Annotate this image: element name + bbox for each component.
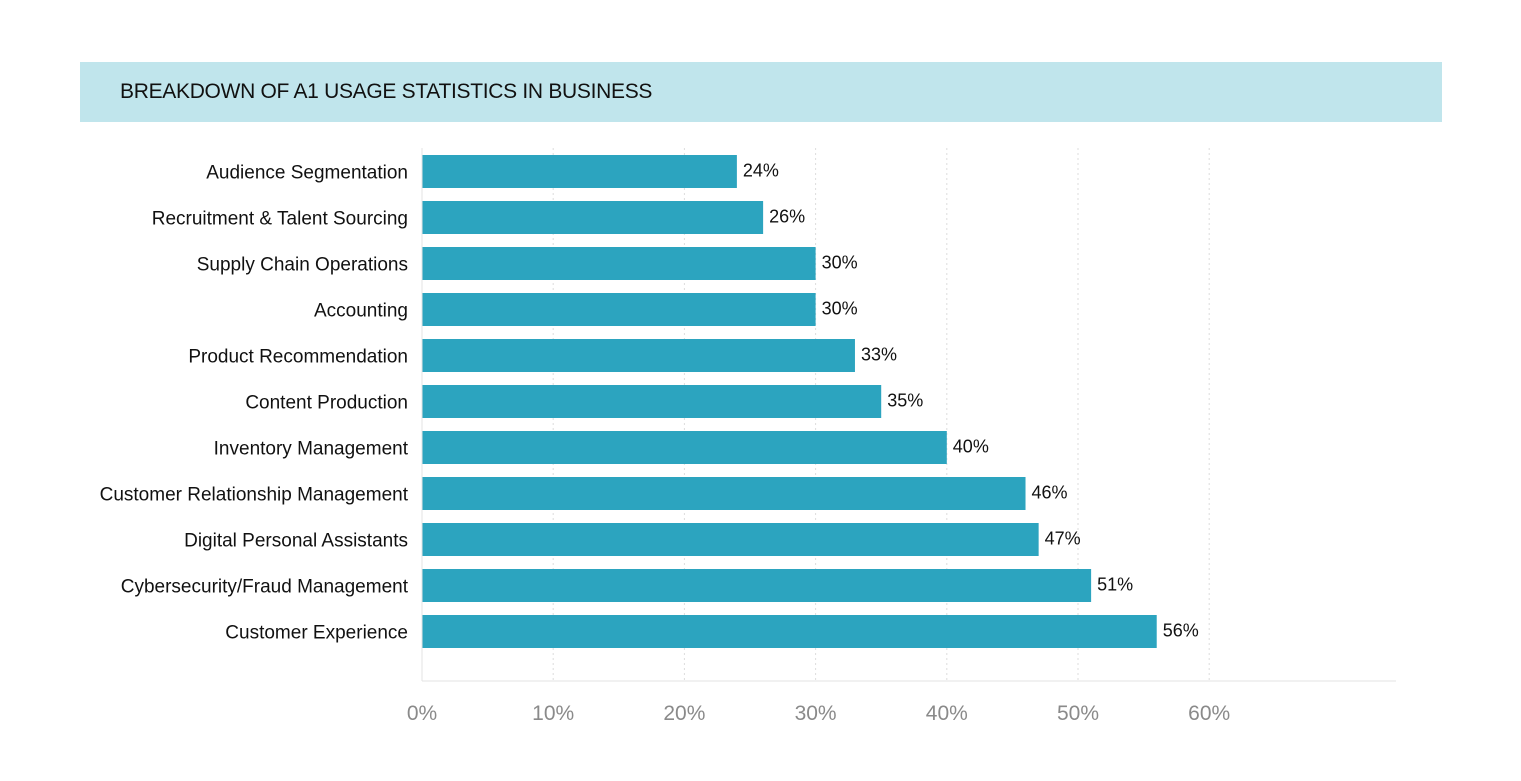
category-label: Recruitment & Talent Sourcing [152,209,408,230]
category-label: Cybersecurity/Fraud Management [121,577,409,598]
x-tick-label: 0% [407,702,437,725]
value-label: 26% [769,207,805,227]
x-tick-label: 20% [663,702,705,725]
value-label: 47% [1045,529,1081,549]
category-label: Audience Segmentation [206,163,408,184]
bar [422,385,882,418]
bar [422,431,947,464]
value-label: 30% [822,299,858,319]
x-tick-label: 40% [926,702,968,725]
value-label: 46% [1032,483,1068,503]
bar [422,339,855,372]
chart-title-banner: BREAKDOWN OF A1 USAGE STATISTICS IN BUSI… [80,62,1442,122]
category-label: Accounting [314,301,408,322]
x-axis: 0% 10% 20% 30% 40% 50% 60% [407,148,1396,725]
bar [422,477,1026,510]
value-label: 33% [861,345,897,365]
value-label: 56% [1163,621,1199,641]
bar [422,523,1039,556]
bar [422,293,816,326]
x-tick-label: 10% [532,702,574,725]
bar [422,569,1092,602]
category-label: Content Production [245,393,408,414]
value-label: 35% [887,391,923,411]
category-label: Digital Personal Assistants [184,531,408,552]
value-label: 40% [953,437,989,457]
chart-title: BREAKDOWN OF A1 USAGE STATISTICS IN BUSI… [120,80,653,103]
category-label: Customer Experience [225,623,408,644]
category-label: Supply Chain Operations [197,255,408,276]
value-label: 51% [1097,575,1133,595]
bar [422,615,1157,648]
value-label: 24% [743,161,779,181]
category-label: Product Recommendation [188,347,408,368]
bars: Audience Segmentation 24% Recruitment & Ta… [100,155,1199,648]
bar [422,247,816,280]
x-tick-label: 30% [795,702,837,725]
x-tick-label: 50% [1057,702,1099,725]
category-label: Customer Relationship Management [100,485,409,506]
x-tick-label: 60% [1188,702,1230,725]
bar [422,201,764,234]
bar [422,155,737,188]
value-label: 30% [822,253,858,273]
category-label: Inventory Management [214,439,409,460]
